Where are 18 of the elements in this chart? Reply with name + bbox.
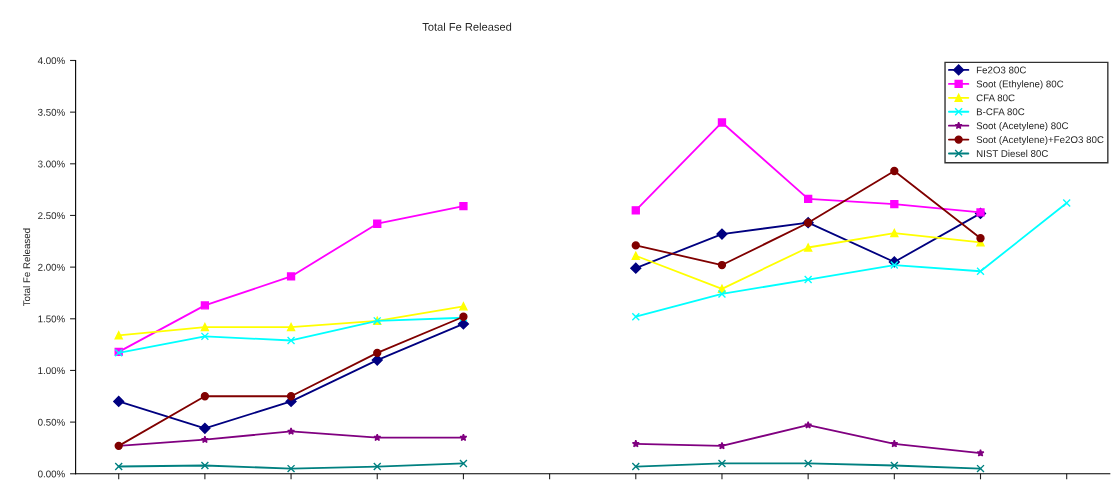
y-axis-title: Total Fe Released xyxy=(23,228,31,307)
legend-label: B-CFA 80C xyxy=(976,108,1025,116)
legend-label: CFA 80C xyxy=(976,94,1015,102)
y-tick-label: 3.00% xyxy=(38,160,65,168)
legend-label: NIST Diesel 80C xyxy=(976,149,1048,157)
chart-title: Total Fe Released xyxy=(422,22,512,31)
legend-label: Soot (Acetylene) 80C xyxy=(976,122,1069,132)
legend-label: Soot (Ethylene) 80C xyxy=(976,80,1064,90)
y-tick-label: 1.00% xyxy=(38,367,65,375)
y-tick-label: 0.50% xyxy=(38,418,65,426)
y-tick-label: 1.50% xyxy=(38,315,65,323)
y-tick-label: 2.50% xyxy=(38,212,65,220)
y-tick-label: 3.50% xyxy=(38,108,65,116)
y-tick-label: 0.00% xyxy=(38,470,65,478)
legend-label: Soot (Acetylene)+Fe2O3 80C xyxy=(976,135,1104,145)
y-tick-label: 2.00% xyxy=(38,263,65,271)
legend-label: Fe2O3 80C xyxy=(976,66,1027,74)
y-tick-label: 4.00% xyxy=(37,57,65,65)
